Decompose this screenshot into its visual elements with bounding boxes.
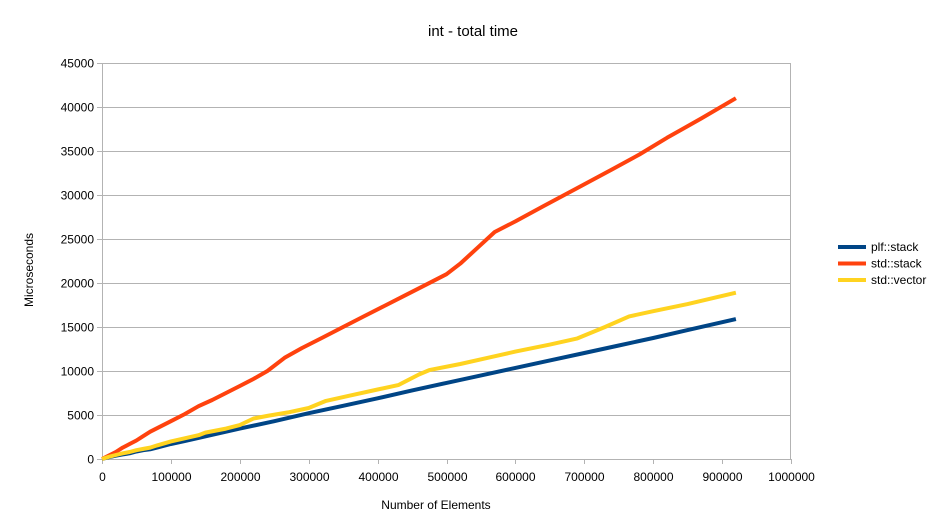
x-tick-label: 1000000 xyxy=(768,470,815,484)
y-tick-label: 40000 xyxy=(61,101,95,115)
series-lines xyxy=(101,96,737,461)
legend-label: plf::stack xyxy=(871,240,919,254)
y-tick-label: 10000 xyxy=(61,365,95,379)
series-line-2 xyxy=(101,290,737,461)
tick-labels: 0 5000 10000 15000 20000 25000 30000 35000 40000… xyxy=(61,57,816,485)
y-tick-label: 35000 xyxy=(61,145,95,159)
x-tick-label: 100000 xyxy=(151,470,191,484)
y-tick-label: 5000 xyxy=(67,409,94,423)
x-tick-label: 800000 xyxy=(633,470,673,484)
y-tick-label: 25000 xyxy=(61,233,95,247)
legend-label: std::stack xyxy=(871,257,923,271)
y-tick-label: 0 xyxy=(87,453,94,467)
y-tick-label: 45000 xyxy=(61,57,95,71)
y-tick-label: 15000 xyxy=(61,321,95,335)
x-axis-title: Number of Elements xyxy=(381,498,490,512)
y-axis-title: Microseconds xyxy=(22,233,36,307)
y-tick-label: 30000 xyxy=(61,189,95,203)
axes xyxy=(97,63,792,464)
x-tick-label: 300000 xyxy=(289,470,329,484)
series-line-1 xyxy=(101,96,737,461)
gridlines xyxy=(102,63,791,460)
x-tick-label: 0 xyxy=(99,470,106,484)
chart-title: int - total time xyxy=(428,23,518,40)
x-tick-label: 200000 xyxy=(220,470,260,484)
legend-label: std::vector xyxy=(871,273,926,287)
x-tick-label: 400000 xyxy=(358,470,398,484)
x-tick-label: 500000 xyxy=(427,470,467,484)
y-tick-label: 20000 xyxy=(61,277,95,291)
x-tick-label: 900000 xyxy=(702,470,742,484)
x-tick-label: 600000 xyxy=(495,470,535,484)
x-tick-label: 700000 xyxy=(564,470,604,484)
